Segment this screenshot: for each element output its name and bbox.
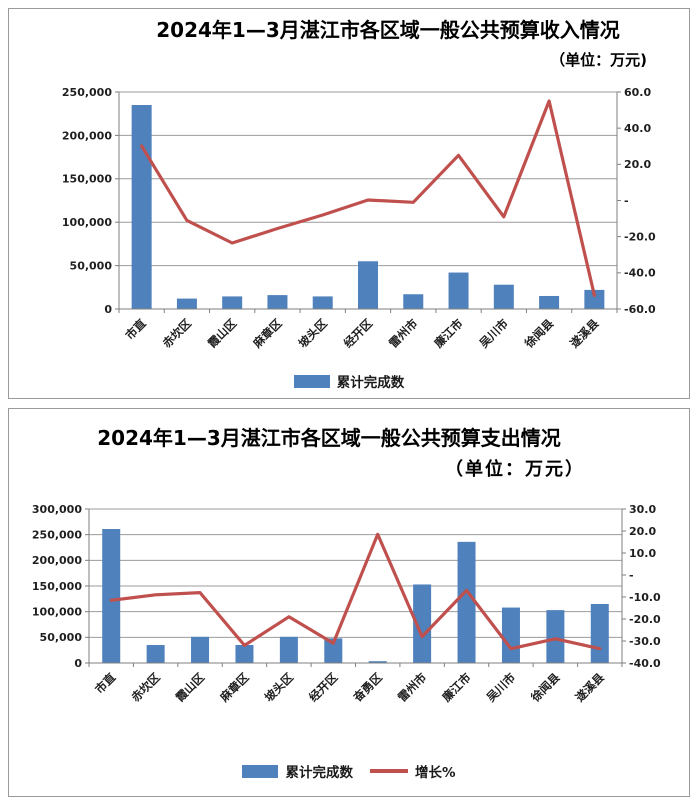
right-axis-label: -10.0: [629, 591, 661, 604]
right-axis-label: -: [629, 569, 634, 582]
left-axis-label: 250,000: [62, 86, 112, 99]
category-label: 廉江市: [439, 670, 474, 705]
category-label: 市直: [123, 316, 150, 343]
left-axis-label: 200,000: [62, 129, 112, 142]
left-axis-label: 200,000: [32, 554, 82, 567]
bar: [539, 295, 560, 309]
category-label: 廉江市: [431, 316, 466, 351]
category-label: 吴川市: [484, 670, 519, 705]
growth-line: [140, 99, 597, 297]
revenue-chart-plot: 250,000 200,000 150,000 100,000 50,000 0 60.0 4…: [62, 86, 656, 351]
bar: [493, 284, 514, 309]
right-axis-label: 40.0: [624, 122, 651, 135]
left-axis-label: 0: [74, 657, 82, 670]
right-axis-label: 20.0: [624, 158, 651, 171]
revenue-chart-panel: 250,000 200,000 150,000 100,000 50,000 0 60.0 4…: [8, 8, 690, 399]
bar: [102, 529, 121, 663]
bar: [448, 272, 469, 309]
category-label: 遂溪县: [573, 670, 608, 705]
expenditure-chart-subtitle: （单位：万元）: [445, 459, 585, 480]
bar: [501, 607, 520, 663]
category-label: 霞山区: [205, 316, 240, 351]
left-axis-label: 150,000: [62, 173, 112, 186]
revenue-chart-subtitle: （单位：万元): [550, 51, 647, 69]
expenditure-chart-panel: 300,000 250,000 200,000 150,000 100,000 50,00…: [8, 408, 690, 797]
left-axis-label: 150,000: [32, 580, 82, 593]
right-axis-label: -20.0: [624, 231, 656, 244]
left-axis-label: 100,000: [62, 216, 112, 229]
bar: [235, 645, 254, 663]
expenditure-chart-plot: 300,000 250,000 200,000 150,000 100,000 50,00…: [32, 503, 661, 705]
bar: [146, 645, 165, 663]
category-label: 经开区: [341, 316, 376, 351]
bar-legend-label: 累计完成数: [285, 765, 353, 781]
category-label: 雷州市: [395, 670, 430, 705]
category-label: 霞山区: [173, 670, 208, 705]
left-axis-label: 50,000: [70, 259, 113, 272]
left-axis-label: 300,000: [32, 503, 82, 516]
bar: [413, 584, 432, 663]
right-axis-label: 60.0: [624, 86, 651, 99]
category-label: 坡头区: [296, 316, 331, 351]
left-axis-label: 100,000: [32, 606, 82, 619]
right-axis-label: 10.0: [629, 547, 656, 560]
bar: [457, 541, 476, 663]
right-axis-label: -40.0: [629, 657, 661, 670]
bar-legend-label: 累计完成数: [336, 375, 405, 391]
category-label: 雷州市: [386, 316, 421, 351]
bar: [546, 610, 565, 663]
category-label: 奋勇区: [350, 670, 385, 705]
bar: [584, 289, 605, 309]
bar: [131, 105, 152, 310]
bar: [222, 296, 243, 309]
revenue-chart-title: 2024年1—3月湛江市各区域一般公共预算收入情况: [156, 18, 620, 42]
right-axis-label: -60.0: [624, 303, 656, 316]
category-label: 市直: [92, 670, 119, 697]
left-axis-label: 50,000: [40, 631, 83, 644]
bar-legend-swatch: [293, 374, 330, 388]
bar: [267, 295, 288, 309]
bar: [324, 638, 343, 663]
bar: [279, 636, 298, 663]
left-axis-label: 0: [104, 303, 112, 316]
bar-legend-swatch: [242, 764, 279, 778]
bar: [403, 294, 424, 309]
bar: [176, 298, 197, 309]
right-axis-label: -: [624, 194, 629, 207]
right-axis-label: 20.0: [629, 525, 656, 538]
category-label: 徐闻县: [521, 316, 556, 351]
category-label: 麻章区: [250, 316, 285, 351]
category-label: 赤坎区: [128, 670, 163, 705]
line-legend-swatch: [369, 769, 408, 773]
growth-line: [109, 532, 602, 651]
expenditure-legend: 累计完成数 增长%: [9, 761, 689, 781]
bar: [191, 636, 210, 663]
right-axis-label: 30.0: [629, 503, 656, 516]
category-label: 坡头区: [262, 670, 297, 705]
category-label: 吴川市: [477, 316, 512, 351]
category-label: 徐闻县: [527, 670, 562, 705]
right-axis-label: -20.0: [629, 613, 661, 626]
bar: [312, 296, 333, 309]
left-axis-label: 250,000: [32, 529, 82, 542]
bar: [368, 661, 387, 663]
expenditure-chart-title: 2024年1—3月湛江市各区域一般公共预算支出情况: [97, 426, 561, 450]
category-label: 经开区: [306, 670, 341, 705]
bar: [358, 261, 378, 309]
line-legend-label: 增长%: [414, 765, 456, 781]
category-label: 赤坎区: [160, 316, 195, 351]
revenue-legend: 累计完成数: [9, 371, 689, 391]
bar: [590, 603, 609, 663]
right-axis-label: -40.0: [624, 267, 656, 280]
right-axis-label: -30.0: [629, 635, 661, 648]
category-label: 遂溪县: [567, 316, 602, 351]
category-label: 麻章区: [217, 670, 252, 705]
